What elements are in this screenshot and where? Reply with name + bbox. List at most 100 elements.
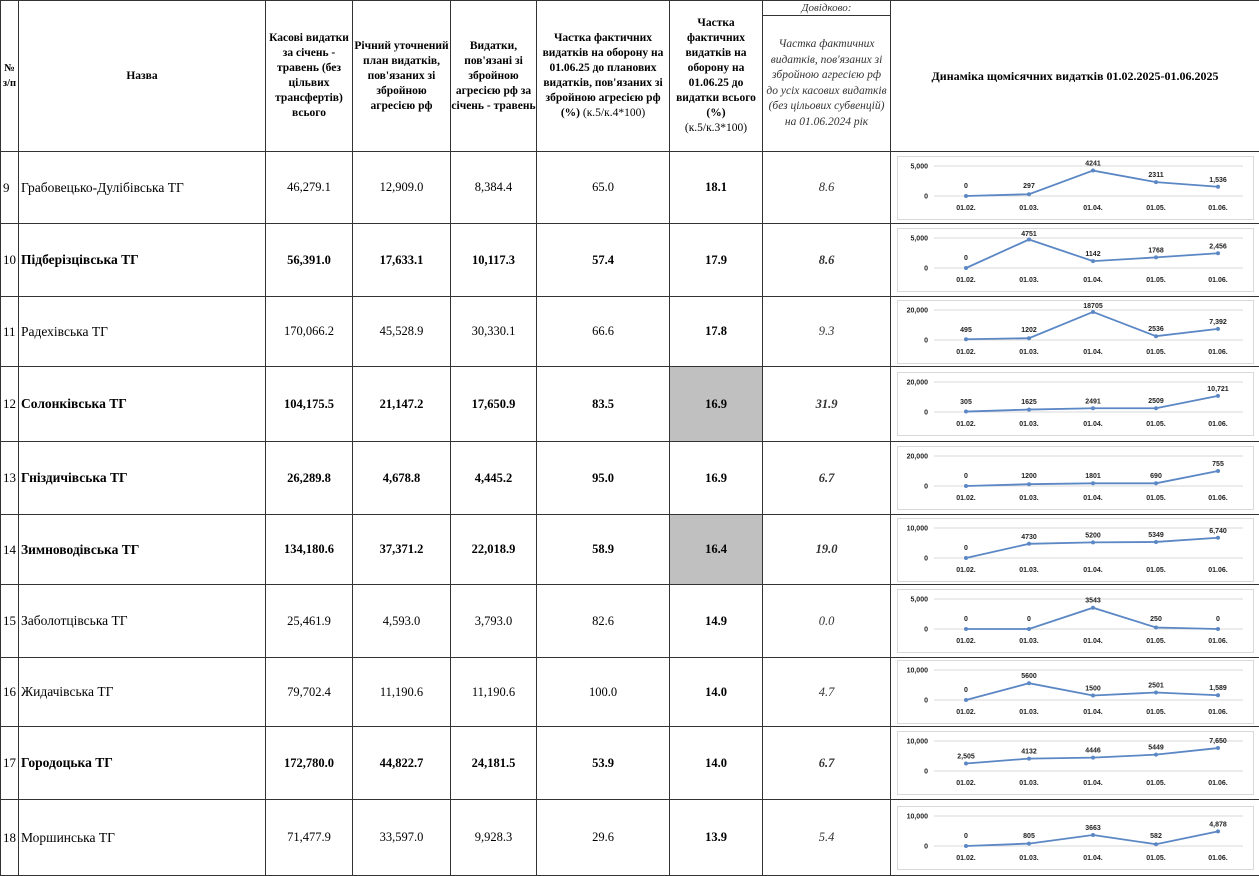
aggression-expenses: 10,117.3 bbox=[450, 223, 537, 297]
x-tick-label: 01.03. bbox=[1019, 709, 1039, 716]
header-monthly-dynamics: Динаміка щомісячних видатків 01.02.2025-… bbox=[890, 0, 1259, 152]
aggression-expenses: 3,793.0 bbox=[450, 584, 537, 658]
y-tick-label: 5,000 bbox=[910, 597, 928, 604]
data-point bbox=[1153, 539, 1158, 544]
reference-share: 6.7 bbox=[762, 441, 891, 515]
line-chart: 20,000 0 01.02. 01.03. 01.04. 01.05. 01.06. 305… bbox=[896, 372, 1254, 436]
table-row: 16 Жидачівська ТГ 79,702.4 11,190.6 11,190.6… bbox=[0, 657, 1259, 727]
data-point bbox=[1026, 335, 1031, 340]
line-chart: 10,000 0 01.02. 01.03. 01.04. 01.05. 01.06. 0 80… bbox=[896, 805, 1254, 870]
series-line bbox=[965, 310, 1218, 340]
data-label: 7,392 bbox=[1209, 318, 1227, 325]
data-point bbox=[1090, 693, 1095, 698]
y-tick-label: 10,000 bbox=[906, 668, 928, 675]
x-tick-label: 01.06. bbox=[1208, 349, 1228, 356]
share-of-total: 16.9 bbox=[669, 441, 763, 515]
y-tick-label: 0 bbox=[924, 769, 928, 776]
y-tick-label: 20,000 bbox=[906, 380, 928, 387]
data-label: 0 bbox=[964, 545, 968, 552]
share-of-total: 14.0 bbox=[669, 657, 763, 727]
x-tick-label: 01.04. bbox=[1083, 349, 1103, 356]
x-tick-label: 01.04. bbox=[1083, 205, 1103, 212]
x-tick-label: 01.06. bbox=[1208, 567, 1228, 574]
row-number: 13 bbox=[0, 441, 19, 515]
share-of-total: 16.9 bbox=[669, 366, 763, 442]
header-share-of-total-formula: (к.5/к.3*100) bbox=[684, 122, 748, 134]
annual-plan: 11,190.6 bbox=[352, 657, 451, 727]
data-point bbox=[1090, 832, 1095, 837]
monthly-dynamics-chart-cell: 5,000 0 01.02. 01.03. 01.04. 01.05. 01.06. 0 475… bbox=[890, 223, 1259, 297]
data-point bbox=[1026, 681, 1031, 686]
share-of-plan: 29.6 bbox=[536, 799, 670, 876]
cash-expenses: 56,391.0 bbox=[265, 223, 353, 297]
data-label: 0 bbox=[964, 473, 968, 480]
table-row: 13 Гніздичівська ТГ 26,289.8 4,678.8 4,445.2… bbox=[0, 441, 1259, 515]
share-of-total: 17.8 bbox=[669, 296, 763, 367]
x-tick-label: 01.06. bbox=[1208, 855, 1228, 862]
data-label: 0 bbox=[964, 616, 968, 623]
community-name: Підберізцівська ТГ bbox=[18, 223, 266, 297]
header-aggression-expenses: Видатки, пов'язані зі збройною агресією … bbox=[450, 0, 537, 152]
table-row: 11 Радехівська ТГ 170,066.2 45,528.9 30,330.… bbox=[0, 296, 1259, 367]
line-chart-svg: 10,000 0 01.02. 01.03. 01.04. 01.05. 01.06. 2,5… bbox=[906, 738, 1243, 787]
x-tick-label: 01.03. bbox=[1019, 349, 1039, 356]
x-tick-label: 01.02. bbox=[956, 567, 976, 574]
aggression-expenses: 24,181.5 bbox=[450, 726, 537, 800]
data-label: 18705 bbox=[1083, 303, 1103, 310]
monthly-dynamics-chart-cell: 10,000 0 01.02. 01.03. 01.04. 01.05. 01.06. 2,5… bbox=[890, 726, 1259, 800]
x-tick-label: 01.06. bbox=[1208, 421, 1228, 428]
share-of-total: 18.1 bbox=[669, 151, 763, 224]
data-point bbox=[1090, 481, 1095, 486]
data-label: 5600 bbox=[1021, 673, 1037, 680]
aggression-expenses: 17,650.9 bbox=[450, 366, 537, 442]
data-point bbox=[1215, 828, 1220, 833]
data-label: 5349 bbox=[1148, 531, 1164, 538]
monthly-dynamics-chart-cell: 10,000 0 01.02. 01.03. 01.04. 01.05. 01.06. 0 80… bbox=[890, 799, 1259, 876]
data-point bbox=[1215, 326, 1220, 331]
reference-share: 5.4 bbox=[762, 799, 891, 876]
x-tick-label: 01.03. bbox=[1019, 205, 1039, 212]
data-label: 1,536 bbox=[1209, 176, 1227, 183]
series-line bbox=[965, 606, 1218, 630]
share-of-plan: 57.4 bbox=[536, 223, 670, 297]
table-row: 17 Городоцька ТГ 172,780.0 44,822.7 24,181.5… bbox=[0, 726, 1259, 800]
x-tick-label: 01.04. bbox=[1083, 709, 1103, 716]
line-chart: 10,000 0 01.02. 01.03. 01.04. 01.05. 01.06. 2,5… bbox=[896, 731, 1254, 795]
data-label: 1142 bbox=[1085, 251, 1100, 258]
data-point bbox=[1153, 255, 1158, 260]
data-label: 1200 bbox=[1021, 473, 1037, 480]
x-tick-label: 01.04. bbox=[1083, 277, 1103, 284]
data-point bbox=[963, 409, 968, 414]
x-tick-label: 01.05. bbox=[1146, 277, 1166, 284]
line-chart: 20,000 0 01.02. 01.03. 01.04. 01.05. 01.06. 495… bbox=[896, 299, 1254, 364]
y-tick-label: 10,000 bbox=[906, 525, 928, 532]
data-label: 1768 bbox=[1148, 247, 1164, 254]
y-tick-label: 0 bbox=[924, 484, 928, 491]
line-chart: 10,000 0 01.02. 01.03. 01.04. 01.05. 01.06. 0 47… bbox=[896, 517, 1254, 582]
y-tick-label: 0 bbox=[924, 337, 928, 344]
monthly-dynamics-chart-cell: 5,000 0 01.02. 01.03. 01.04. 01.05. 01.06. 0 0 35… bbox=[890, 584, 1259, 658]
data-label: 4446 bbox=[1085, 748, 1101, 755]
cash-expenses: 172,780.0 bbox=[265, 726, 353, 800]
data-label: 0 bbox=[964, 255, 968, 262]
community-name: Радехівська ТГ bbox=[18, 296, 266, 367]
table-row: 18 Моршинська ТГ 71,477.9 33,597.0 9,928.3 29… bbox=[0, 799, 1259, 876]
data-label: 1,589 bbox=[1209, 685, 1227, 692]
header-num: № з/п bbox=[0, 0, 19, 152]
line-chart-svg: 5,000 0 01.02. 01.03. 01.04. 01.05. 01.06. 0 0 35… bbox=[910, 597, 1243, 645]
header-annual-plan: Річний уточнений план видатків, пов'язан… bbox=[352, 0, 451, 152]
x-tick-label: 01.04. bbox=[1083, 495, 1103, 502]
reference-share: 4.7 bbox=[762, 657, 891, 727]
data-point bbox=[1026, 541, 1031, 546]
data-label: 2311 bbox=[1148, 172, 1163, 179]
data-label: 1500 bbox=[1085, 686, 1101, 693]
row-number: 14 bbox=[0, 514, 19, 585]
share-of-total: 17.9 bbox=[669, 223, 763, 297]
data-point bbox=[1215, 393, 1220, 398]
data-point bbox=[1215, 251, 1220, 256]
x-tick-label: 01.06. bbox=[1208, 277, 1228, 284]
data-point bbox=[1090, 259, 1095, 264]
data-point bbox=[1153, 752, 1158, 757]
monthly-dynamics-chart-cell: 20,000 0 01.02. 01.03. 01.04. 01.05. 01.06. 305… bbox=[890, 366, 1259, 442]
data-label: 495 bbox=[960, 327, 972, 334]
